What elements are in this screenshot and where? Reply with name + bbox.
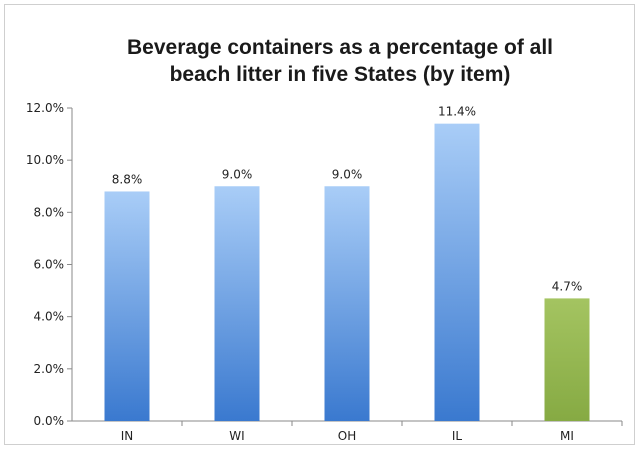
- x-tick-label: OH: [338, 429, 356, 443]
- bar-in: [104, 191, 150, 421]
- chart-title-line-2: beach litter in five States (by item): [169, 63, 511, 86]
- x-tick-label: IN: [121, 429, 134, 443]
- data-label: 4.7%: [552, 279, 583, 293]
- data-label: 9.0%: [222, 167, 253, 181]
- y-tick-label: 12.0%: [26, 101, 64, 115]
- x-tick-label: WI: [229, 429, 244, 443]
- x-tick-label: IL: [452, 429, 463, 443]
- y-axis: 0.0% 2.0% 4.0% 6.0% 8.0% 10.0% 12.0%: [26, 101, 73, 428]
- y-tick-label: 0.0%: [34, 414, 65, 428]
- x-axis: IN WI OH IL MI: [72, 420, 623, 443]
- data-label: 11.4%: [438, 105, 476, 119]
- y-tick-label: 4.0%: [34, 310, 65, 324]
- y-tick-label: 2.0%: [34, 362, 65, 376]
- bar-oh: [324, 186, 370, 421]
- bar-mi: [544, 298, 590, 421]
- chart-title-line-1: Beverage containers as a percentage of a…: [126, 36, 554, 59]
- bars: 8.8% 9.0% 9.0% 11.4% 4.7%: [104, 105, 590, 422]
- x-tick-label: MI: [560, 429, 574, 443]
- y-tick-label: 6.0%: [34, 258, 65, 272]
- y-tick-label: 8.0%: [34, 205, 65, 219]
- y-tick-label: 10.0%: [26, 153, 64, 167]
- chart-title: Beverage containers as a percentage of a…: [70, 34, 610, 88]
- data-label: 8.8%: [112, 172, 143, 186]
- bar-il: [434, 123, 480, 422]
- data-label: 9.0%: [332, 167, 363, 181]
- bar-wi: [214, 186, 260, 421]
